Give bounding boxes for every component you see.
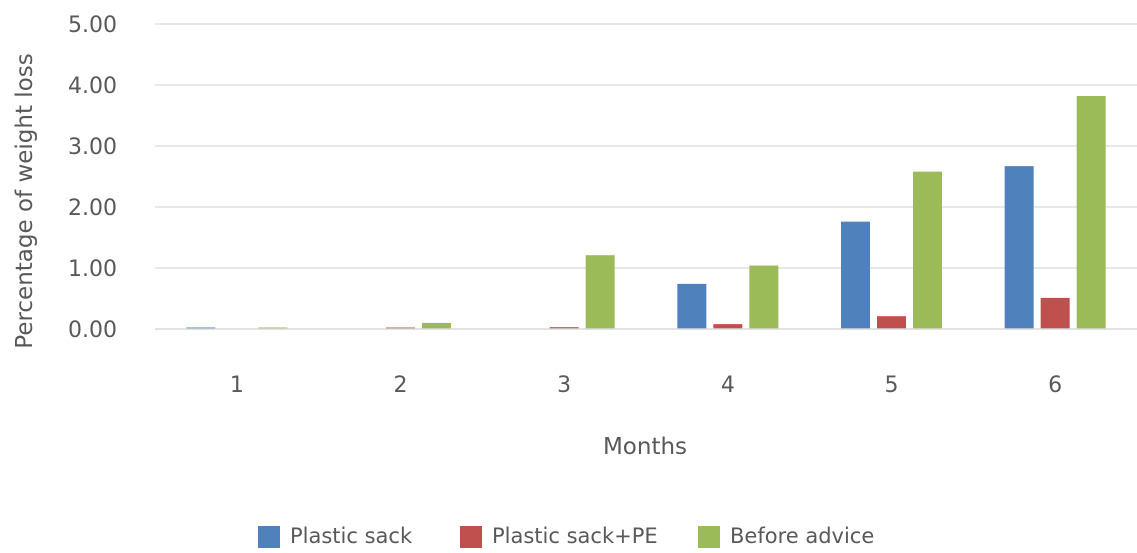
x-tick-label: 4 <box>721 373 735 398</box>
legend-swatch <box>460 526 482 548</box>
legend: Plastic sack Plastic sack+PE Before advice <box>258 524 874 548</box>
bar-plastic-sack-pe-month-4 <box>713 324 743 329</box>
y-tick-label: 2.00 <box>68 196 117 221</box>
y-axis-title: Percentage of weight loss <box>12 53 38 348</box>
bar-plastic-sack-month-5 <box>841 221 870 329</box>
bar-plastic-sack-pe-month-3 <box>549 327 579 329</box>
y-tick-label: 4.00 <box>68 74 117 99</box>
bar-before-advice-month-2 <box>422 322 451 329</box>
bar-plastic-sack-month-4 <box>677 283 707 329</box>
bars <box>186 95 1106 329</box>
legend-label: Before advice <box>730 524 874 548</box>
x-tick-label: 3 <box>557 373 571 398</box>
y-tick-label: 0.00 <box>68 318 117 343</box>
x-tick-label: 1 <box>230 373 244 398</box>
legend-label: Plastic sack <box>290 524 413 548</box>
bar-plastic-sack-pe-month-6 <box>1040 297 1070 329</box>
legend-swatch <box>698 526 720 548</box>
x-tick-labels: 1 2 3 4 5 6 <box>230 373 1062 398</box>
x-tick-label: 6 <box>1048 373 1062 398</box>
legend-label: Plastic sack+PE <box>492 524 658 548</box>
y-tick-labels: 0.00 1.00 2.00 3.00 4.00 5.00 <box>68 13 117 343</box>
x-axis-title: Months <box>603 434 687 460</box>
y-tick-label: 1.00 <box>68 257 117 282</box>
bar-before-advice-month-5 <box>913 171 942 329</box>
x-tick-label: 2 <box>394 373 408 398</box>
bar-plastic-sack-month-6 <box>1004 166 1034 329</box>
bar-before-advice-month-4 <box>749 265 779 329</box>
legend-swatch <box>258 526 280 548</box>
y-tick-label: 3.00 <box>68 135 117 160</box>
bar-plastic-sack-pe-month-5 <box>877 316 906 329</box>
bar-before-advice-month-6 <box>1076 95 1106 329</box>
bar-before-advice-month-3 <box>585 255 615 329</box>
y-tick-label: 5.00 <box>68 13 117 38</box>
x-tick-label: 5 <box>885 373 899 398</box>
gridlines <box>155 23 1137 269</box>
